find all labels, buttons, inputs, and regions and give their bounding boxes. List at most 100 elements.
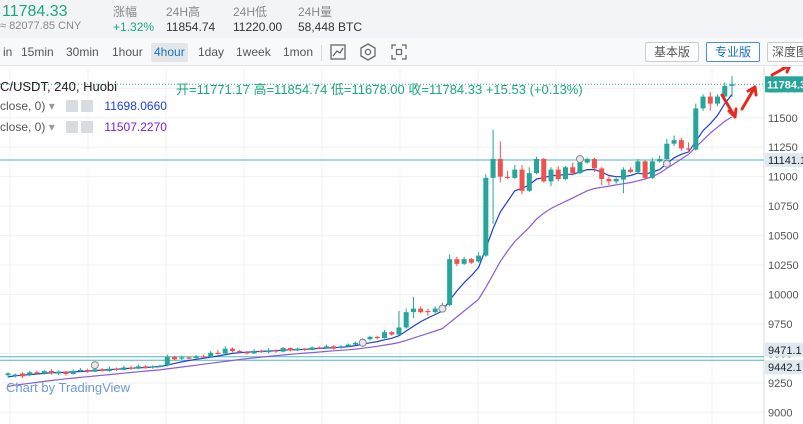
ma-slow-settings-icon[interactable] — [66, 121, 79, 133]
ma-slow-value: 11507.2270 — [104, 120, 167, 134]
signal-marker — [575, 155, 584, 163]
candle-body-up — [251, 351, 257, 354]
price-chart[interactable]: 9000925095009750100001025010500107501100… — [0, 67, 803, 424]
candle-body-up — [27, 372, 33, 375]
cny-value: ≈ 82077.85 CNY — [0, 20, 82, 32]
candle-body-down — [454, 259, 460, 264]
candle-body-up — [534, 159, 540, 174]
candle-body-up — [338, 346, 344, 349]
candle-body-up — [715, 96, 721, 104]
candle-body-up — [548, 169, 554, 182]
ma-slow-line — [7, 116, 733, 387]
candle-body-up — [657, 159, 663, 162]
signal-marker — [662, 159, 671, 168]
candle-body-down — [237, 351, 243, 353]
ma-fast-settings-icon[interactable] — [66, 100, 79, 112]
candle-body-up — [150, 366, 156, 368]
candle-body-down — [570, 167, 576, 174]
candle-body-down — [128, 367, 134, 369]
candle-body-down — [114, 368, 120, 370]
candle-body-down — [374, 336, 380, 339]
low-value: 11220.00 — [233, 20, 283, 34]
interval-1min[interactable]: in — [3, 45, 13, 59]
interval-15min[interactable]: 15min — [21, 45, 54, 59]
last-price: 11784.33 — [2, 3, 68, 20]
chart-area[interactable]: 9000925095009750100001025010500107501100… — [0, 67, 803, 424]
candle-body-up — [577, 162, 583, 174]
depth-chart-button[interactable]: 深度图 — [767, 42, 803, 62]
interval-1week[interactable]: 1week — [236, 45, 271, 59]
level-price-tag — [765, 153, 803, 168]
level-price-label: 11141.1 — [768, 155, 803, 167]
candle-body-up — [193, 356, 199, 359]
fullscreen-icon[interactable] — [389, 42, 409, 62]
volume-value: 58,448 BTC — [298, 20, 363, 34]
ma-fast-dropdown-icon[interactable]: ▾ — [48, 99, 55, 113]
pro-version-button[interactable]: 专业版 — [706, 42, 760, 62]
candle-body-down — [34, 372, 40, 374]
candle-body-down — [555, 169, 561, 180]
basic-version-button[interactable]: 基本版 — [645, 42, 699, 62]
symbol-label: C/USDT, 240, Huobi — [0, 79, 118, 94]
candle-body-down — [287, 348, 293, 351]
candle-body-down — [591, 159, 597, 169]
candle-body-up — [693, 108, 699, 150]
candle-body-up — [584, 159, 590, 163]
low-label: 24H低 — [233, 5, 268, 19]
candle-body-down — [258, 351, 264, 353]
high-value: 11854.74 — [166, 20, 216, 34]
candle-body-down — [331, 346, 337, 349]
candle-body-down — [19, 373, 25, 377]
y-tick-label: 11250 — [768, 142, 798, 154]
settings-icon[interactable] — [358, 42, 378, 62]
interval-1day[interactable]: 1day — [198, 45, 225, 59]
candle-body-up — [635, 161, 641, 172]
interval-1hour[interactable]: 1hour — [112, 45, 143, 59]
interval-1mon[interactable]: 1mon — [283, 45, 314, 59]
candle-body-up — [671, 140, 677, 144]
candle-body-up — [92, 369, 98, 372]
interval-4hour[interactable]: 4hour — [151, 43, 188, 62]
candle-body-up — [722, 85, 728, 97]
toolbar-divider — [321, 45, 322, 61]
signal-marker — [438, 304, 447, 313]
candle-body-down — [99, 369, 105, 372]
candle-body-up — [664, 143, 670, 159]
candle-body-down — [215, 352, 221, 354]
change-label: 涨幅 — [113, 5, 138, 19]
ma-slow-close-icon[interactable] — [81, 121, 94, 133]
candle-body-up — [403, 312, 409, 328]
candle-body-down — [497, 159, 503, 177]
candle-body-up — [476, 255, 482, 262]
candle-body-down — [505, 176, 511, 178]
tradingview-watermark[interactable]: Chart by TradingView — [6, 380, 131, 395]
candle-body-up — [70, 371, 76, 374]
volume-label: 24H量 — [298, 5, 333, 19]
candle-body-up — [324, 346, 330, 349]
ma-fast-value: 11698.0660 — [104, 99, 167, 113]
indicator-icon[interactable] — [328, 42, 348, 62]
candle-body-down — [519, 169, 525, 191]
candle-body-up — [396, 327, 402, 335]
candle-body-down — [85, 369, 91, 372]
candle-body-up — [208, 352, 214, 357]
candle-body-up — [649, 161, 655, 178]
candle-body-down — [316, 347, 322, 349]
ma-fast-close-icon[interactable] — [81, 100, 94, 112]
interval-30min[interactable]: 30min — [66, 45, 99, 59]
candle-body-up — [562, 167, 568, 180]
candle-body-up — [56, 371, 62, 374]
ma-slow-dropdown-icon[interactable]: ▾ — [48, 120, 55, 134]
high-label: 24H高 — [166, 5, 201, 19]
candle-body-down — [244, 352, 250, 354]
level-price-tag — [765, 342, 803, 357]
candle-body-down — [686, 148, 692, 150]
chart-toolbar: in 15min 30min 1hour 4hour 1day 1week 1m… — [0, 38, 803, 66]
candle-body-up — [367, 336, 373, 340]
last-price-tag-label: 11784.3 — [767, 79, 803, 91]
candle-body-up — [179, 357, 185, 359]
candle-body-up — [353, 342, 359, 345]
annotation-arrow-up — [740, 85, 758, 111]
candle-body-down — [418, 308, 424, 313]
candle-body-up — [432, 308, 438, 313]
